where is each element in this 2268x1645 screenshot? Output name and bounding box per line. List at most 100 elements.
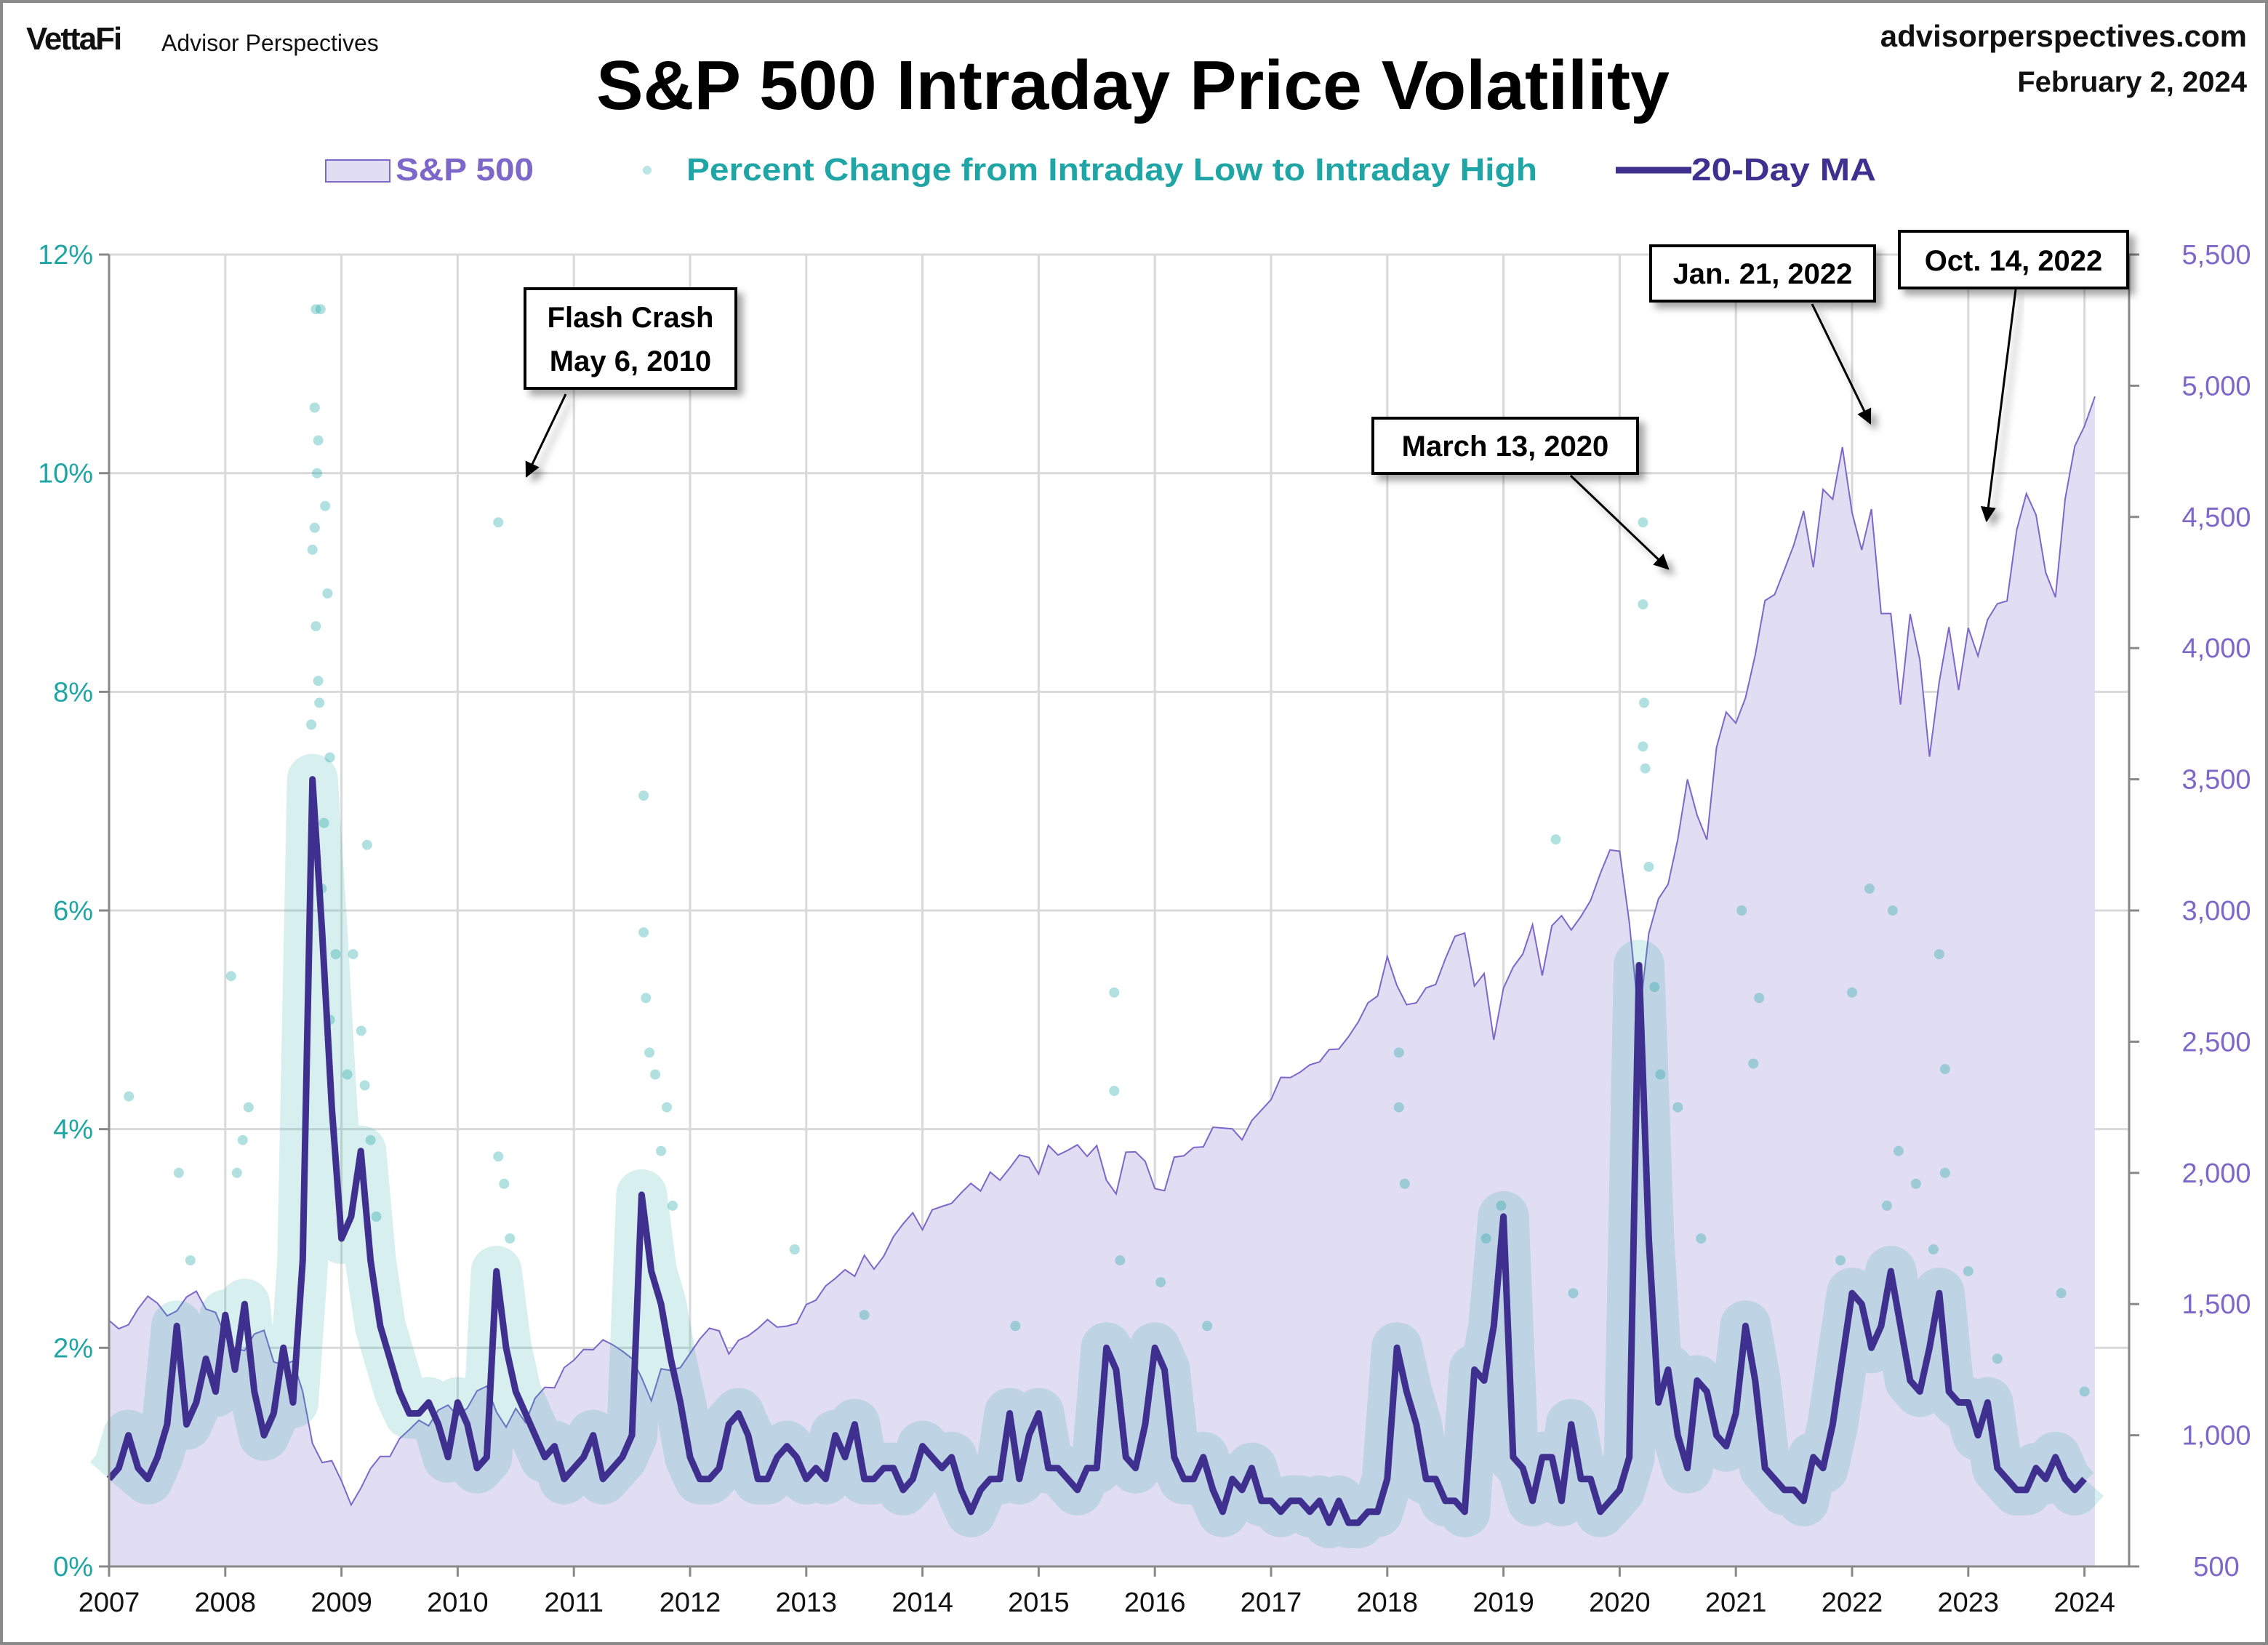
- scatter-point: [359, 1080, 370, 1091]
- y-right-tick-label: 2,500: [2181, 1027, 2251, 1057]
- scatter-point: [1109, 1086, 1120, 1097]
- annotation-arrow: [1980, 289, 2017, 523]
- scatter-point: [314, 697, 325, 708]
- scatter-point: [1109, 987, 1120, 998]
- scatter-point: [307, 544, 318, 555]
- annotation-box: [524, 287, 737, 390]
- annotation-box: [1898, 230, 2129, 289]
- scatter-point: [225, 971, 236, 982]
- annotation-text: March 13, 2020: [1402, 431, 1609, 463]
- x-tick-label: 2011: [544, 1588, 604, 1618]
- scatter-point: [1992, 1353, 2003, 1364]
- x-tick-label: 2021: [1705, 1588, 1767, 1618]
- y-right-tick-label: 5,500: [2181, 240, 2251, 271]
- scatter-point: [638, 791, 649, 801]
- scatter-point: [310, 621, 321, 632]
- scatter-point: [493, 1151, 504, 1162]
- scatter-point: [1736, 905, 1747, 916]
- x-tick-label: 2007: [79, 1588, 140, 1618]
- scatter-point: [1672, 1102, 1683, 1113]
- legend-label-sp500: S&P 500: [396, 152, 534, 188]
- brand-name: Advisor Perspectives: [161, 30, 379, 56]
- scatter-point: [1393, 1047, 1404, 1058]
- y-right-tick-label: 500: [2193, 1552, 2239, 1582]
- scatter-point: [656, 1145, 667, 1156]
- annotation-box: [1649, 244, 1876, 303]
- scatter-point: [1115, 1255, 1126, 1266]
- scatter-point: [1639, 697, 1649, 708]
- scatter-point: [499, 1178, 510, 1189]
- scatter-point: [124, 1091, 135, 1102]
- scatter-point: [1748, 1058, 1759, 1069]
- scatter-point: [1754, 993, 1765, 1004]
- scatter-point: [1928, 1244, 1939, 1254]
- scatter-point: [1864, 883, 1875, 894]
- scatter-point: [1393, 1102, 1404, 1113]
- scatter-point: [309, 522, 320, 533]
- scatter-point: [638, 927, 649, 938]
- scatter-point: [1910, 1178, 1921, 1189]
- scatter-point: [1643, 861, 1654, 872]
- y-right-tick-label: 3,500: [2181, 765, 2251, 796]
- scatter-point: [231, 1167, 242, 1178]
- x-tick-label: 2022: [1822, 1588, 1883, 1618]
- scatter-point: [237, 1134, 248, 1145]
- y-right-tick-label: 2,000: [2181, 1158, 2251, 1189]
- x-tick-label: 2019: [1472, 1588, 1534, 1618]
- scatter-point: [662, 1102, 672, 1113]
- publish-date: February 2, 2024: [2017, 66, 2247, 98]
- scatter-point: [1696, 1233, 1707, 1244]
- scatter-point: [313, 676, 324, 687]
- annotation-text: May 6, 2010: [550, 345, 711, 377]
- legend: S&P 500 Percent Change from Intraday Low…: [325, 152, 1876, 188]
- scatter-point: [1835, 1255, 1846, 1266]
- y-left-tick-label: 2%: [53, 1333, 93, 1364]
- vettafi-logo: VettaFi: [26, 21, 121, 57]
- x-tick-label: 2010: [427, 1588, 489, 1618]
- scatter-point: [1640, 763, 1651, 774]
- annotation-text: Flash Crash: [548, 302, 714, 334]
- y-left-tick-label: 12%: [38, 240, 93, 271]
- y-left-tick-label: 8%: [53, 677, 93, 708]
- ma-line: [106, 776, 2087, 1526]
- x-tick-label: 2015: [1008, 1588, 1070, 1618]
- x-tick-label: 2024: [2053, 1588, 2115, 1618]
- scatter-point: [1939, 1167, 1950, 1178]
- scatter-point: [312, 468, 322, 479]
- annotation-text: Jan. 21, 2022: [1673, 258, 1853, 290]
- scatter-point: [310, 304, 321, 315]
- scatter-point: [1202, 1321, 1213, 1332]
- scatter-point: [313, 435, 324, 446]
- scatter-point: [1934, 949, 1944, 960]
- annotation-arrow: [1569, 474, 1670, 570]
- scatter-point: [859, 1310, 870, 1321]
- scatter-point: [1939, 1064, 1950, 1074]
- scatter-point: [1893, 1145, 1904, 1156]
- scatter-point: [1399, 1178, 1410, 1189]
- scatter-point: [1887, 905, 1898, 916]
- sp500-area-fill: [109, 396, 2095, 1567]
- scatter-point: [342, 1069, 353, 1080]
- x-tick-label: 2008: [195, 1588, 257, 1618]
- scatter-point: [1155, 1277, 1166, 1288]
- x-tick-label: 2017: [1241, 1588, 1302, 1618]
- scatter-point: [1638, 517, 1648, 528]
- y-right-tick-label: 4,500: [2181, 503, 2251, 533]
- scatter-point: [361, 839, 372, 850]
- scatter-point: [318, 817, 329, 828]
- scatter-point: [789, 1244, 800, 1254]
- scatter-point: [1480, 1233, 1491, 1244]
- sp500-line: [108, 396, 2096, 1507]
- scatter-point: [1847, 987, 1857, 998]
- scatter-point: [315, 304, 326, 315]
- scatter-point: [356, 1025, 366, 1036]
- scatter-point: [1881, 1200, 1892, 1211]
- scatter-point: [2079, 1386, 2090, 1397]
- y-left-tick-label: 0%: [53, 1552, 93, 1582]
- scatter-point: [348, 949, 358, 960]
- site-url: advisorperspectives.com: [1880, 19, 2247, 53]
- scatter-point: [493, 517, 504, 528]
- scatter-point: [650, 1069, 661, 1080]
- scatter-point: [320, 500, 331, 511]
- legend-marker-scatter: [643, 166, 652, 175]
